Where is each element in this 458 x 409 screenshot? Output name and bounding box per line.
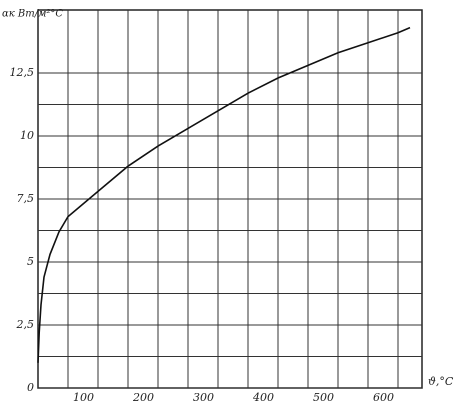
- x-tick-label: 200: [132, 391, 154, 404]
- y-tick-label: 12,5: [10, 66, 35, 79]
- y-tick-label: 2,5: [16, 318, 35, 331]
- y-tick-label: 5: [27, 255, 34, 268]
- x-axis-label: ϑ,°C: [428, 375, 454, 388]
- y-axis-label: αк Вт/м²°С: [2, 9, 63, 20]
- x-tick-label: 400: [252, 391, 274, 404]
- x-tick-label: 500: [313, 391, 334, 404]
- x-tick-label: 300: [193, 391, 214, 404]
- data-line: [37, 26, 411, 363]
- y-tick-label: 0: [27, 381, 34, 394]
- x-tick-label: 600: [373, 391, 394, 404]
- x-tick-label: 100: [73, 391, 94, 404]
- y-tick-label: 7,5: [17, 192, 35, 205]
- y-tick-label: 10: [20, 129, 34, 142]
